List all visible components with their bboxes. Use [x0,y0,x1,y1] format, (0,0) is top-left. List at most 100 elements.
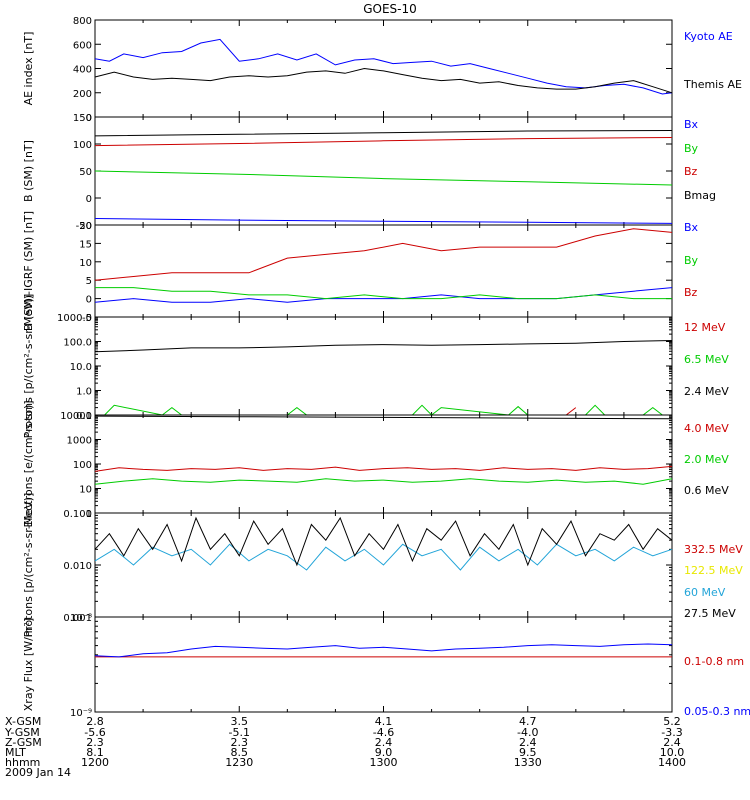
legend-entry: 332.5 MeV [684,543,743,556]
y-tick-label: 600 [73,40,92,51]
y-tick-label: 1000.0 [57,313,92,324]
legend-entry: 6.5 MeV [684,353,729,366]
legend-entry: Bx [684,221,699,234]
x-axis-value: 2.4 [663,736,681,749]
series-line-themis-ae [94,67,673,94]
panel-frame [94,316,673,416]
x-axis-value: 2.8 [86,715,104,728]
x-axis-value: -3.3 [661,726,682,739]
legend-entry: 0.1-0.8 nm [684,655,744,668]
y-tick-label: 0.001 [63,613,92,624]
y-tick-label: 0.010 [63,561,92,572]
y-tick-label: 0.1 [76,411,92,422]
series-line-by [95,287,672,300]
y-tick-label: 0 [86,295,92,306]
legend-entry: 60 MeV [684,586,726,599]
y-tick-label: 10.0 [70,362,92,373]
y-tick-label: 1000 [67,436,92,447]
series-line-bx [94,218,673,224]
y-tick-label: 0 [86,113,92,124]
y-tick-label: -50 [76,221,92,232]
x-axis-value: -5.1 [229,726,250,739]
y-tick-label: 10⁻⁸ [70,613,92,624]
legend-entry: Themis AE [683,78,742,91]
y-tick-label: 0 [86,194,92,205]
panel-6: 10⁻⁹ 10⁻⁸ Xray Flux [W/m²] 0.1-0.8 nm 0.05-0… [22,613,750,719]
x-axis-value: 4.7 [519,715,537,728]
legend-entry: 27.5 MeV [684,607,736,620]
y-axis-label: B (SM)-IGRF (SM) [nT] [22,211,35,331]
y-tick-label: 10 [79,485,92,496]
x-axis-value: 2.3 [86,736,104,749]
panel-1: -50 0 50 100 150 B (SM) [nT] Bx By Bz Bmag [22,113,716,232]
series-line-bmag [94,130,673,137]
y-tick-label: 1 [86,509,92,520]
x-axis-table: X-GSM 2.8 3.5 4.1 4.7 5.2 Y-GSM -5.6 -5.1 -4.6 -4.… [4,715,686,779]
x-axis-value: 9.0 [375,746,393,759]
y-tick-label: -5 [82,313,92,324]
x-axis-value: 2.4 [519,736,537,749]
y-tick-label: 150 [73,113,92,124]
panel-frame [94,616,673,713]
legend-entry: Kyoto AE [684,30,733,43]
y-tick-label: 10⁻⁹ [70,708,92,719]
y-tick-label: 10000 [60,411,92,422]
x-axis-value: 1200 [81,756,109,769]
y-axis-label: Electrons [e/(cm²-s-sr)] [22,400,35,527]
y-axis-label: Protons [p/(cm²-s-sr-MeV)] [22,493,35,638]
y-tick-label: 400 [73,65,92,76]
series-line-by [94,170,673,186]
x-axis-value: 9.5 [519,746,537,759]
legend-entry: By [684,254,699,267]
x-axis-value: -4.0 [517,726,538,739]
y-tick-label: 20 [79,221,92,232]
y-tick-label: 5 [86,276,92,287]
legend-entry: Bmag [684,189,716,202]
series-line-60-mev [94,543,673,571]
x-axis-value: 8.5 [231,746,249,759]
legend-entry: 0.05-0.3 nm [684,705,750,718]
series-line-2-0-mev [94,478,673,485]
y-axis-label: Protons [p/(cm²-s-sr-MeV)] [22,294,35,439]
series-line-12-mev [565,407,577,416]
series-line-bz [94,137,673,147]
panel-0: 0 200 400 600 800 AE index [nT] Kyoto AE Themis… [22,16,742,124]
y-tick-label: 15 [79,239,92,250]
panel-5: 0.001 0.010 0.100 Protons [p/(cm²-s-sr-MeV)… [22,493,743,638]
legend-entry: Bx [684,118,699,131]
x-axis-value: 2.3 [231,736,249,749]
y-tick-label: 100 [73,460,92,471]
x-axis-value: 10.0 [660,746,685,759]
legend-entry: Bz [684,286,698,299]
y-tick-label: 100 [73,140,92,151]
legend-entry: 2.4 MeV [684,385,729,398]
series-line-4-0-mev [94,465,673,472]
x-axis-row-label: Y-GSM [4,726,40,739]
legend-entry: 12 MeV [684,321,726,334]
y-tick-label: 800 [73,16,92,27]
series-line-bx [94,287,673,303]
legend-entry: 2.0 MeV [684,453,729,466]
x-axis-row-label: X-GSM [5,715,41,728]
x-axis-row-label: hhmm [5,756,40,769]
x-axis-value: 8.1 [86,746,104,759]
y-axis-label: B (SM) [nT] [22,140,35,202]
panel-frame [94,19,673,118]
x-axis-value: -4.6 [373,726,394,739]
x-axis-row-label: Z-GSM [5,736,42,749]
panel-4: 1 10 100 1000 10000 Electrons [e/(cm²-s-sr)] 4… [22,400,729,527]
series-line-0-6-mev [94,415,673,420]
y-tick-label: 100.0 [63,338,92,349]
y-tick-label: 200 [73,89,92,100]
y-axis-label: AE index [nT] [22,32,35,106]
x-axis-row-label: MLT [5,746,26,759]
legend-entry: Bz [684,165,698,178]
y-tick-label: 10 [79,258,92,269]
x-axis-value: 5.2 [663,715,681,728]
y-tick-label: 50 [79,167,92,178]
x-axis-value: 1400 [658,756,686,769]
x-axis-value: 1330 [514,756,542,769]
y-tick-label: 1.0 [76,387,92,398]
